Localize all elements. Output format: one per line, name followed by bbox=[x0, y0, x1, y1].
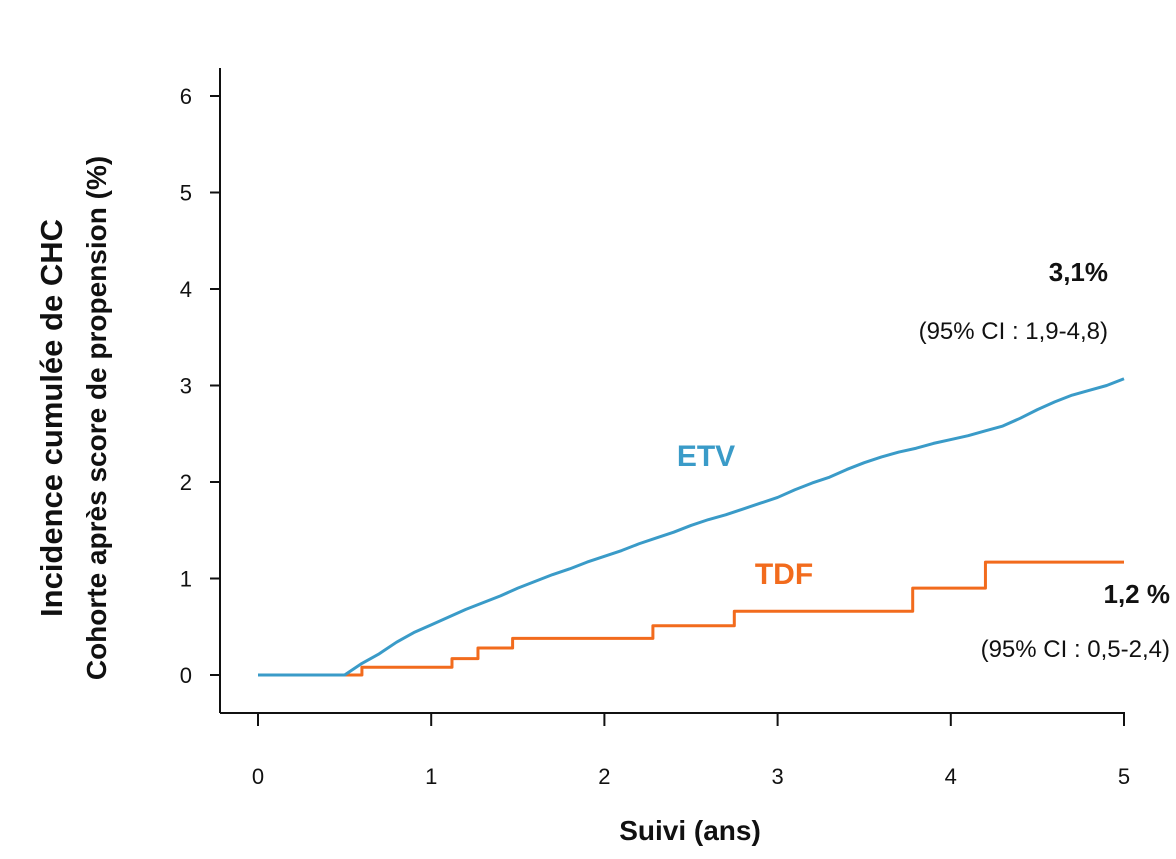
x-axis: 0 1 2 3 4 5 bbox=[220, 712, 1130, 789]
y-tick-label: 5 bbox=[180, 181, 192, 206]
x-tick-label: 2 bbox=[598, 764, 610, 789]
y-axis-title-line2: Cohorte après score de propension (%) bbox=[81, 156, 112, 680]
x-tick-label: 4 bbox=[945, 764, 957, 789]
tdf-confidence-interval: (95% CI : 0,5-2,4) bbox=[981, 636, 1170, 663]
x-axis-title: Suivi (ans) bbox=[619, 815, 761, 846]
y-tick-label: 4 bbox=[180, 277, 192, 302]
etv-final-value: 3,1% bbox=[1049, 257, 1108, 287]
y-tick-label: 6 bbox=[180, 84, 192, 109]
plot-series bbox=[258, 377, 1125, 677]
series-label-tdf: TDF bbox=[755, 558, 813, 591]
x-tick-label: 0 bbox=[252, 764, 264, 789]
y-tick-label: 2 bbox=[180, 470, 192, 495]
etv-confidence-interval: (95% CI : 1,9-4,8) bbox=[919, 318, 1108, 345]
y-tick-label: 3 bbox=[180, 374, 192, 399]
series-line-tdf bbox=[258, 560, 1124, 677]
series-label-etv: ETV bbox=[677, 440, 735, 473]
y-tick-label: 0 bbox=[180, 663, 192, 688]
y-tick-label: 1 bbox=[180, 567, 192, 592]
y-axis: 0 1 2 3 4 5 6 bbox=[180, 68, 221, 713]
x-tick-label: 1 bbox=[425, 764, 437, 789]
x-tick-label: 5 bbox=[1118, 764, 1130, 789]
x-tick-label: 3 bbox=[771, 764, 783, 789]
series-line-etv bbox=[258, 377, 1125, 677]
y-axis-title-line1: Incidence cumulée de CHC bbox=[34, 219, 69, 617]
tdf-final-value: 1,2 % bbox=[1104, 579, 1171, 609]
